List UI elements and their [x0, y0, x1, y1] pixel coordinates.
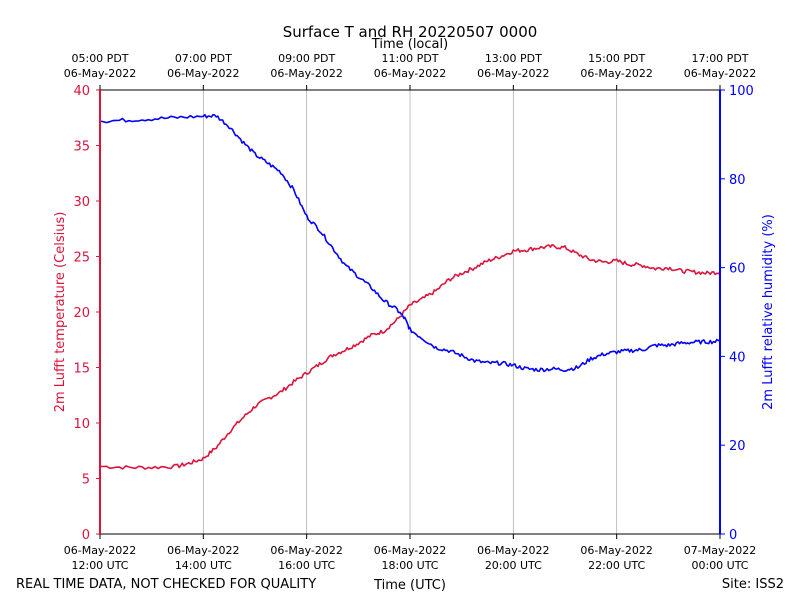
bottom-tick-date: 07-May-2022 — [684, 544, 756, 557]
top-axis-ticks: 05:00 PDT 06-May-2022 07:00 PDT 06-May-2022… — [64, 52, 756, 90]
left-axis-ticks: 0 5 10 15 20 25 30 35 40 — [73, 84, 100, 543]
left-tick-label: 40 — [73, 84, 90, 99]
bottom-tick-time: 12:00 UTC — [71, 559, 128, 572]
top-tick-date: 06-May-2022 — [477, 67, 549, 80]
top-tick-time: 11:00 PDT — [381, 52, 438, 65]
top-axis-title: Time (local) — [371, 37, 448, 52]
bottom-tick-time: 00:00 UTC — [691, 559, 748, 572]
top-tick-time: 05:00 PDT — [71, 52, 128, 65]
bottom-tick-date: 06-May-2022 — [374, 544, 446, 557]
right-tick-label: 60 — [729, 262, 746, 277]
humidity-line — [99, 113, 721, 373]
left-tick-label: 25 — [73, 251, 90, 266]
top-tick-time: 13:00 PDT — [485, 52, 542, 65]
bottom-tick-time: 22:00 UTC — [588, 559, 645, 572]
left-tick-label: 0 — [82, 528, 90, 543]
bottom-tick-date: 06-May-2022 — [64, 544, 136, 557]
vertical-gridlines — [202, 90, 618, 534]
right-tick-label: 0 — [729, 528, 737, 543]
top-tick-date: 06-May-2022 — [684, 67, 756, 80]
top-tick-date: 06-May-2022 — [580, 67, 652, 80]
top-tick-time: 07:00 PDT — [175, 52, 232, 65]
right-axis-label: 2m Lufft relative humidity (%) — [761, 214, 776, 410]
bottom-axis-ticks: 06-May-2022 12:00 UTC 06-May-2022 14:00 UTC… — [64, 534, 756, 572]
right-tick-label: 80 — [729, 173, 746, 188]
site-label: Site: ISS2 — [722, 577, 784, 592]
left-tick-label: 30 — [73, 195, 90, 210]
top-tick-date: 06-May-2022 — [167, 67, 239, 80]
bottom-tick-time: 16:00 UTC — [278, 559, 335, 572]
quality-disclaimer: REAL TIME DATA, NOT CHECKED FOR QUALITY — [16, 577, 316, 592]
temperature-line — [99, 243, 721, 470]
right-tick-label: 100 — [729, 84, 754, 99]
top-tick-date: 06-May-2022 — [374, 67, 446, 80]
left-tick-label: 5 — [82, 473, 90, 488]
bottom-tick-time: 20:00 UTC — [485, 559, 542, 572]
top-tick-time: 09:00 PDT — [278, 52, 335, 65]
left-tick-label: 35 — [73, 140, 90, 155]
bottom-tick-date: 06-May-2022 — [580, 544, 652, 557]
top-tick-date: 06-May-2022 — [64, 67, 136, 80]
top-tick-time: 15:00 PDT — [588, 52, 645, 65]
bottom-tick-time: 18:00 UTC — [381, 559, 438, 572]
left-axis-label: 2m Lufft temperature (Celsius) — [53, 212, 68, 413]
chart-title: Surface T and RH 20220507 0000 — [283, 23, 538, 41]
series-lines — [99, 113, 721, 470]
top-tick-time: 17:00 PDT — [691, 52, 748, 65]
x-axis-label: Time (UTC) — [373, 578, 446, 593]
right-axis-ticks: 0 20 40 60 80 100 — [720, 84, 754, 543]
bottom-tick-date: 06-May-2022 — [167, 544, 239, 557]
bottom-tick-time: 14:00 UTC — [175, 559, 232, 572]
right-tick-label: 20 — [729, 439, 746, 454]
left-tick-label: 20 — [73, 306, 90, 321]
bottom-tick-date: 06-May-2022 — [270, 544, 342, 557]
left-tick-label: 15 — [73, 362, 90, 377]
left-tick-label: 10 — [73, 417, 90, 432]
bottom-tick-date: 06-May-2022 — [477, 544, 549, 557]
right-tick-label: 40 — [729, 350, 746, 365]
top-tick-date: 06-May-2022 — [270, 67, 342, 80]
